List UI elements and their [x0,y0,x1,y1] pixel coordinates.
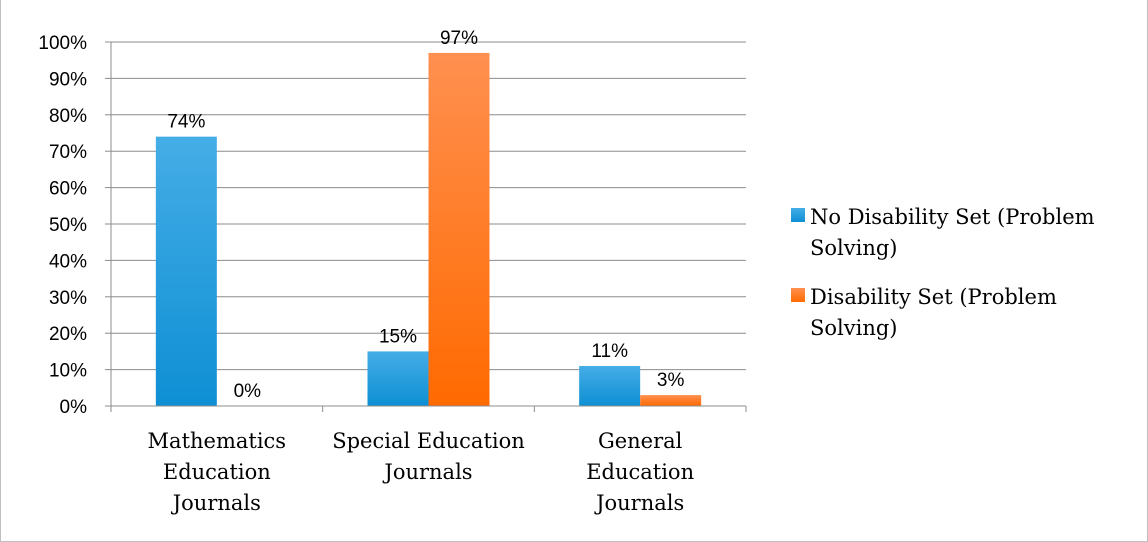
y-tick-label: 70% [49,142,87,163]
y-tick-label: 80% [49,106,87,127]
category-label: Mathematics Education Journals [148,429,287,515]
bar-no-disability [579,365,641,406]
data-label: 97% [440,28,478,49]
legend: No Disability Set (Problem Solving) Disabi… [791,205,1095,340]
labels: 0% 10% 20% 30% 40% 50% 60% 70% 80% 90% 100% 74% 0% Ma… [38,28,694,515]
data-label: 11% [591,341,628,362]
bar-no-disability [367,351,429,406]
bar-no-disability [155,136,217,406]
bar-disability [428,52,490,407]
legend-swatch [791,208,805,222]
data-label: 15% [379,326,417,347]
y-tick-label: 40% [49,251,87,272]
category-label: General Education Journals [586,429,694,515]
data-label: 0% [234,381,262,402]
category-label: Special Education Journals [332,429,525,484]
data-label: 3% [657,370,685,391]
bar-disability [640,395,702,406]
y-tick-label: 50% [49,215,87,236]
y-tick-label: 60% [49,179,87,200]
y-tick-label: 0% [60,397,88,418]
y-tick-label: 100% [38,33,87,54]
axes [105,41,747,412]
data-label: 74% [167,112,205,133]
y-tick-label: 90% [49,69,87,90]
y-tick-label: 30% [49,288,87,309]
legend-swatch [791,288,805,302]
bars [155,52,702,407]
y-tick-label: 10% [49,361,87,382]
legend-label: Disability Set (Problem Solving) [810,285,1057,340]
legend-label: No Disability Set (Problem Solving) [810,205,1095,260]
y-tick-label: 20% [49,324,87,345]
